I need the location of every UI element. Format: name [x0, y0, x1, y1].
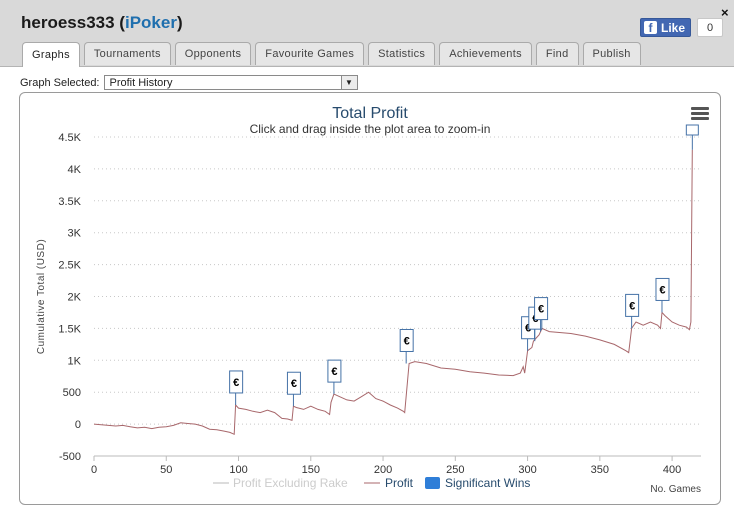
menu-icon[interactable] — [691, 107, 709, 121]
flag-box — [685, 124, 699, 136]
chart-panel: Total Profit Click and drag inside the pl… — [19, 92, 721, 505]
euro-icon: € — [404, 335, 410, 347]
x-tick-label: 200 — [374, 464, 392, 476]
chevron-down-icon[interactable]: ▼ — [340, 76, 357, 89]
like-label: Like — [661, 20, 686, 35]
site-link[interactable]: iPoker — [124, 13, 177, 32]
tab-find[interactable]: Find — [535, 42, 579, 65]
flag-box — [327, 359, 342, 383]
chart-subtitle: Click and drag inside the plot area to z… — [250, 122, 491, 136]
x-tick-label: 50 — [160, 464, 172, 476]
legend-symbol-significant-wins — [425, 477, 440, 489]
close-icon[interactable]: × — [721, 5, 729, 20]
significant-win-flag[interactable]: € — [534, 297, 549, 332]
significant-win-flag[interactable]: € — [655, 277, 670, 313]
header-bar: heroess333 (iPoker) f Like 0 × Graphs Tou… — [0, 0, 734, 67]
flag-box — [229, 370, 244, 394]
x-tick-label: 300 — [518, 464, 536, 476]
legend-label-significant-wins[interactable]: Significant Wins — [445, 476, 530, 490]
euro-icon: € — [331, 366, 337, 378]
chart-title: Total Profit — [332, 105, 408, 122]
y-tick-label: 0 — [75, 419, 81, 431]
euro-icon: € — [659, 284, 665, 296]
username: heroess333 — [21, 13, 115, 32]
like-count: 0 — [697, 18, 724, 37]
tab-opponents[interactable]: Opponents — [174, 42, 252, 65]
x-axis-label: No. Games — [650, 484, 701, 495]
significant-win-flag[interactable]: € — [327, 359, 342, 395]
flag-box — [286, 371, 301, 395]
tab-favourite-games[interactable]: Favourite Games — [255, 42, 365, 65]
profit-series-line — [93, 149, 693, 436]
y-tick-label: 4K — [68, 164, 82, 176]
y-tick-label: 500 — [63, 387, 81, 399]
tab-statistics[interactable]: Statistics — [368, 42, 436, 65]
x-tick-label: 400 — [663, 464, 681, 476]
y-tick-label: 2.5K — [58, 260, 81, 272]
y-tick-label: -500 — [59, 451, 81, 463]
y-tick-label: 1K — [68, 355, 82, 367]
flag-box — [534, 297, 549, 321]
y-tick-label: 3.5K — [58, 196, 81, 208]
flag-box — [399, 328, 414, 352]
euro-icon: € — [525, 323, 531, 335]
facebook-like-widget: f Like 0 — [640, 18, 724, 37]
euro-icon: € — [233, 377, 239, 389]
x-tick-label: 100 — [229, 464, 247, 476]
y-tick-label: 3K — [68, 228, 82, 240]
euro-icon: € — [629, 300, 635, 312]
y-tick-label: 2K — [68, 292, 82, 304]
y-axis-label: Cumulative Total (USD) — [36, 239, 47, 354]
euro-icon: € — [538, 304, 544, 316]
significant-win-flag[interactable]: € — [286, 371, 301, 407]
chart-legend: Profit Excluding Rake Profit Significant W… — [213, 476, 530, 490]
significant-win-flag[interactable] — [685, 124, 699, 150]
tab-publish[interactable]: Publish — [582, 42, 641, 65]
facebook-like-button[interactable]: f Like — [640, 18, 692, 37]
euro-icon: € — [291, 378, 297, 390]
graph-select-value: Profit History — [109, 76, 173, 89]
graph-select-label: Graph Selected: — [20, 76, 100, 89]
y-tick-label: 1.5K — [58, 323, 81, 335]
x-tick-label: 350 — [591, 464, 609, 476]
x-tick-label: 0 — [91, 464, 97, 476]
graph-select-dropdown[interactable]: Profit History ▼ — [103, 75, 358, 90]
tab-graphs[interactable]: Graphs — [22, 42, 80, 67]
significant-win-flag[interactable]: € — [625, 293, 640, 329]
significant-win-flag[interactable]: € — [229, 370, 244, 405]
flag-box — [625, 293, 640, 317]
flag-box — [655, 277, 670, 301]
tab-tournaments[interactable]: Tournaments — [83, 42, 171, 65]
significant-win-flag[interactable]: € — [399, 328, 414, 364]
graph-select-row: Graph Selected: Profit History ▼ — [20, 75, 358, 90]
y-tick-label: 4.5K — [58, 132, 81, 144]
tab-bar: Graphs Tournaments Opponents Favourite Game… — [22, 42, 645, 67]
x-tick-label: 250 — [446, 464, 464, 476]
legend-label-profit[interactable]: Profit — [385, 476, 414, 490]
tab-achievements[interactable]: Achievements — [439, 42, 532, 65]
x-tick-label: 150 — [302, 464, 320, 476]
facebook-icon: f — [644, 21, 657, 35]
page-title: heroess333 (iPoker) — [21, 13, 183, 32]
legend-label-profit-excluding-rake[interactable]: Profit Excluding Rake — [233, 476, 348, 490]
